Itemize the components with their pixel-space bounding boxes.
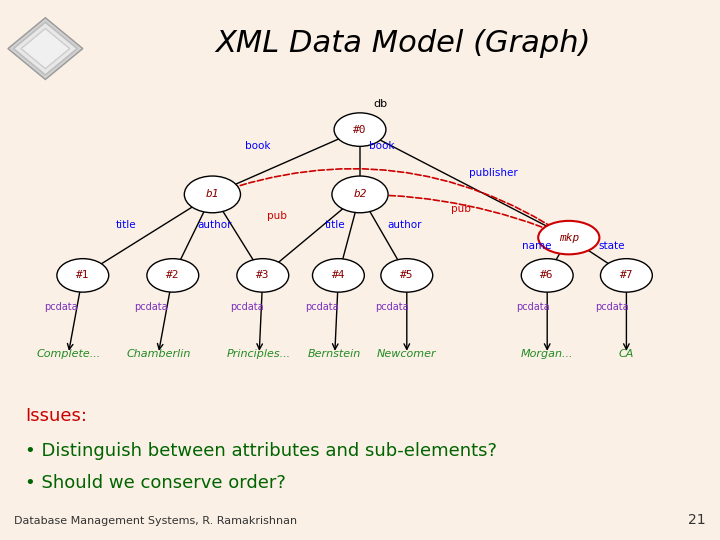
Text: pcdata: pcdata xyxy=(45,302,78,312)
Text: #4: #4 xyxy=(332,271,345,280)
Text: pcdata: pcdata xyxy=(305,302,339,312)
Ellipse shape xyxy=(237,259,289,292)
Text: book: book xyxy=(369,141,395,151)
Text: title: title xyxy=(325,219,345,230)
Text: pcdata: pcdata xyxy=(230,302,264,312)
Text: title: title xyxy=(116,219,136,230)
Text: • Should we conserve order?: • Should we conserve order? xyxy=(25,474,286,492)
Text: Morgan...: Morgan... xyxy=(521,349,573,359)
Text: state: state xyxy=(599,241,625,251)
Ellipse shape xyxy=(57,259,109,292)
Text: Bernstein: Bernstein xyxy=(308,349,361,359)
Text: pub: pub xyxy=(267,211,287,221)
Text: b1: b1 xyxy=(206,190,219,199)
Text: db: db xyxy=(373,99,387,109)
Text: Complete...: Complete... xyxy=(36,349,101,359)
Text: #3: #3 xyxy=(256,271,269,280)
Ellipse shape xyxy=(600,259,652,292)
Ellipse shape xyxy=(312,259,364,292)
Polygon shape xyxy=(14,22,77,75)
Text: Chamberlin: Chamberlin xyxy=(126,349,191,359)
Polygon shape xyxy=(21,29,70,69)
Text: pcdata: pcdata xyxy=(516,302,549,312)
Text: Issues:: Issues: xyxy=(25,407,87,425)
Text: #1: #1 xyxy=(76,271,89,280)
Text: mkp: mkp xyxy=(559,233,579,242)
Text: XML Data Model (Graph): XML Data Model (Graph) xyxy=(215,29,591,58)
Ellipse shape xyxy=(521,259,573,292)
Text: author: author xyxy=(388,219,422,230)
Text: pcdata: pcdata xyxy=(595,302,629,312)
Text: book: book xyxy=(245,141,270,151)
Text: #6: #6 xyxy=(541,271,554,280)
Text: pcdata: pcdata xyxy=(376,302,409,312)
Text: • Distinguish between attributes and sub-elements?: • Distinguish between attributes and sub… xyxy=(25,442,498,460)
Text: CA: CA xyxy=(618,349,634,359)
Text: #5: #5 xyxy=(400,271,413,280)
Text: #7: #7 xyxy=(620,271,633,280)
Ellipse shape xyxy=(539,221,600,254)
Polygon shape xyxy=(8,18,83,79)
Text: #2: #2 xyxy=(166,271,179,280)
Text: 21: 21 xyxy=(688,512,706,526)
Text: pub: pub xyxy=(451,204,471,214)
Text: Newcomer: Newcomer xyxy=(377,349,436,359)
Text: pcdata: pcdata xyxy=(135,302,168,312)
Text: Database Management Systems, R. Ramakrishnan: Database Management Systems, R. Ramakris… xyxy=(14,516,297,526)
Ellipse shape xyxy=(381,259,433,292)
Text: Principles...: Principles... xyxy=(227,349,292,359)
Text: b2: b2 xyxy=(354,190,366,199)
Text: publisher: publisher xyxy=(469,168,518,178)
Ellipse shape xyxy=(147,259,199,292)
Text: name: name xyxy=(522,241,551,251)
Ellipse shape xyxy=(184,176,240,213)
Text: #0: #0 xyxy=(354,125,366,134)
Text: author: author xyxy=(197,219,231,230)
Ellipse shape xyxy=(332,176,388,213)
Ellipse shape xyxy=(334,113,386,146)
